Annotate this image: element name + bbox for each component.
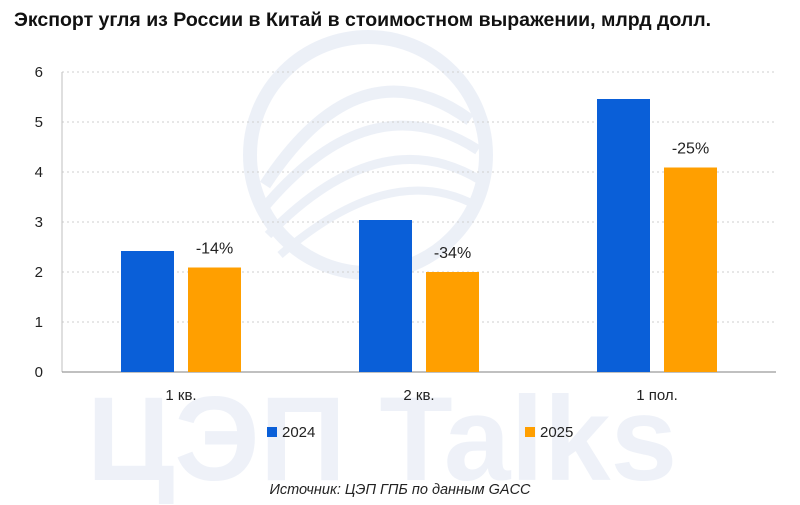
legend: 2024 2025 <box>267 424 573 441</box>
y-tick-label: 1 <box>35 314 43 331</box>
bar-2024-1 <box>121 251 174 372</box>
y-axis: 0 1 2 3 4 5 6 <box>35 64 776 381</box>
y-tick-label: 2 <box>35 264 43 281</box>
x-axis: 1 кв. 2 кв. 1 пол. <box>165 387 677 404</box>
y-tick-label: 0 <box>35 364 43 381</box>
y-tick-label: 3 <box>35 214 43 231</box>
data-labels: -14% -34% -25% <box>196 141 709 263</box>
bar-2025-1 <box>188 267 241 372</box>
bar-2024-3 <box>597 99 650 372</box>
legend-swatch-2024 <box>267 427 277 437</box>
legend-label-2024: 2024 <box>282 424 315 441</box>
data-label: -25% <box>672 141 709 158</box>
chart-title: Экспорт угля из России в Китай в стоимос… <box>14 9 712 31</box>
y-tick-label: 5 <box>35 114 43 131</box>
x-tick-label: 2 кв. <box>403 387 434 404</box>
data-label: -34% <box>434 245 471 262</box>
gridlines <box>62 71 776 323</box>
bar-2025-2 <box>426 272 479 372</box>
bar-2025-3 <box>664 167 717 372</box>
y-tick-label: 4 <box>35 164 43 181</box>
y-tick-label: 6 <box>35 64 43 81</box>
bars <box>121 99 717 372</box>
watermark-logo <box>243 30 493 280</box>
bar-2024-2 <box>359 220 412 372</box>
x-tick-label: 1 кв. <box>165 387 196 404</box>
x-tick-label: 1 пол. <box>636 387 678 404</box>
legend-label-2025: 2025 <box>540 424 573 441</box>
legend-swatch-2025 <box>525 427 535 437</box>
watermark-text: ЦЭП Talks <box>87 372 678 505</box>
source-note: Источник: ЦЭП ГПБ по данным GACC <box>269 482 531 498</box>
data-label: -14% <box>196 241 233 258</box>
